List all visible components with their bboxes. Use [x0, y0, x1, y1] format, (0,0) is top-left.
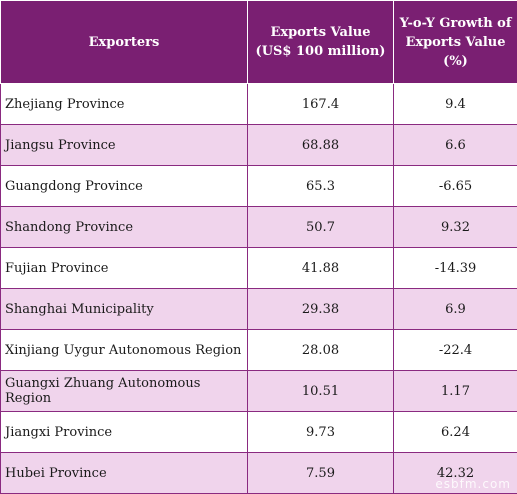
- exports-value-cell: 29.38: [248, 289, 394, 330]
- exporter-cell: Jiangxi Province: [1, 412, 248, 453]
- table-row: Xinjiang Uygur Autonomous Region 28.08 -…: [1, 330, 517, 371]
- growth-cell: -22.4: [394, 330, 517, 371]
- header-exporters: Exporters: [1, 1, 248, 84]
- exports-value-cell: 9.73: [248, 412, 394, 453]
- table-row: Shanghai Municipality 29.38 6.9: [1, 289, 517, 330]
- exporter-cell: Guangdong Province: [1, 166, 248, 207]
- exports-value-cell: 41.88: [248, 248, 394, 289]
- table-row: Shandong Province 50.7 9.32: [1, 207, 517, 248]
- header-yoy-growth: Y-o-Y Growth of Exports Value (%): [394, 1, 517, 84]
- growth-cell: 9.4: [394, 84, 517, 125]
- table-row: Guangxi Zhuang Autonomous Region 10.51 1…: [1, 371, 517, 412]
- exports-value-cell: 167.4: [248, 84, 394, 125]
- exporter-cell: Fujian Province: [1, 248, 248, 289]
- growth-cell: 6.9: [394, 289, 517, 330]
- table-row: Fujian Province 41.88 -14.39: [1, 248, 517, 289]
- exports-value-cell: 65.3: [248, 166, 394, 207]
- exports-value-cell: 7.59: [248, 453, 394, 494]
- exporter-cell: Guangxi Zhuang Autonomous Region: [1, 371, 248, 412]
- watermark-text: esbfm.com: [435, 477, 511, 491]
- exporter-cell: Jiangsu Province: [1, 125, 248, 166]
- growth-cell: -6.65: [394, 166, 517, 207]
- exporter-cell: Xinjiang Uygur Autonomous Region: [1, 330, 248, 371]
- growth-cell: -14.39: [394, 248, 517, 289]
- growth-cell: 6.6: [394, 125, 517, 166]
- exports-value-cell: 50.7: [248, 207, 394, 248]
- table-row: Jiangsu Province 68.88 6.6: [1, 125, 517, 166]
- header-row: Exporters Exports Value (US$ 100 million…: [1, 1, 517, 84]
- growth-cell: 9.32: [394, 207, 517, 248]
- exporter-cell: Zhejiang Province: [1, 84, 248, 125]
- growth-cell: 1.17: [394, 371, 517, 412]
- table-row: Jiangxi Province 9.73 6.24: [1, 412, 517, 453]
- table-row: Zhejiang Province 167.4 9.4: [1, 84, 517, 125]
- exports-value-cell: 68.88: [248, 125, 394, 166]
- exporter-cell: Shanghai Municipality: [1, 289, 248, 330]
- exporter-cell: Hubei Province: [1, 453, 248, 494]
- table-row: Guangdong Province 65.3 -6.65: [1, 166, 517, 207]
- exports-value-cell: 28.08: [248, 330, 394, 371]
- exporter-cell: Shandong Province: [1, 207, 248, 248]
- growth-cell: 6.24: [394, 412, 517, 453]
- header-exports-value: Exports Value (US$ 100 million): [248, 1, 394, 84]
- exports-value-cell: 10.51: [248, 371, 394, 412]
